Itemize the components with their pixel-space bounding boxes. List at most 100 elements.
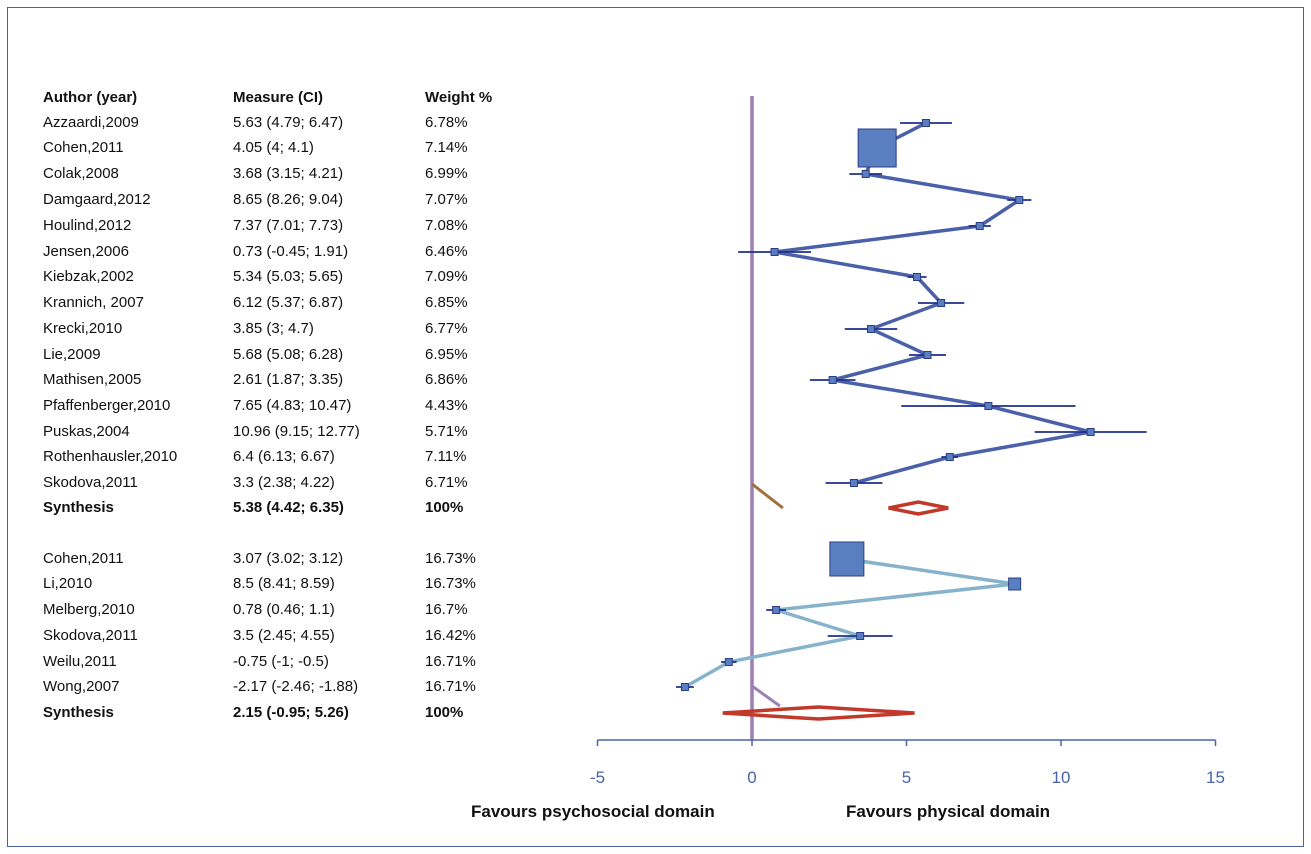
study-weight: 6.95% bbox=[425, 346, 468, 363]
synthesis-connector bbox=[751, 482, 784, 510]
x-tick-label: 5 bbox=[902, 768, 911, 787]
study-weight: 7.14% bbox=[425, 139, 468, 156]
synthesis-label: Synthesis bbox=[43, 704, 114, 721]
study-weight: 6.71% bbox=[425, 474, 468, 491]
study-author: Damgaard,2012 bbox=[43, 191, 151, 208]
study-marker bbox=[828, 376, 837, 384]
study-weight: 16.42% bbox=[425, 627, 476, 644]
study-marker bbox=[866, 325, 875, 333]
study-measure: 3.85 (3; 4.7) bbox=[233, 320, 314, 337]
synthesis-connector bbox=[751, 684, 781, 708]
study-measure: 4.05 (4; 4.1) bbox=[233, 139, 314, 156]
study-weight: 6.86% bbox=[425, 371, 468, 388]
study-marker bbox=[724, 658, 733, 666]
col-header-measure: Measure (CI) bbox=[233, 89, 324, 106]
study-measure: 8.65 (8.26; 9.04) bbox=[233, 191, 344, 208]
synthesis-weight: 100% bbox=[425, 704, 464, 721]
figure-frame bbox=[7, 7, 1304, 847]
x-tick-label: 15 bbox=[1206, 768, 1225, 787]
study-author: Lie,2009 bbox=[43, 346, 101, 363]
col-header-author: Author (year) bbox=[43, 89, 138, 106]
study-marker bbox=[921, 119, 930, 127]
study-table: Author (year) Measure (CI) Weight % Azzaard… bbox=[0, 0, 560, 854]
study-measure: 0.73 (-0.45; 1.91) bbox=[233, 243, 349, 260]
study-author: Pfaffenberger,2010 bbox=[43, 397, 171, 414]
study-author: Kiebzak,2002 bbox=[43, 268, 134, 285]
study-measure: 7.37 (7.01; 7.73) bbox=[233, 217, 344, 234]
study-measure: -2.17 (-2.46; -1.88) bbox=[233, 678, 359, 695]
study-weight: 16.73% bbox=[425, 575, 476, 592]
study-author: Skodova,2011 bbox=[43, 474, 138, 491]
synthesis-diamond bbox=[888, 500, 949, 516]
synthesis-measure: 5.38 (4.42; 6.35) bbox=[233, 499, 344, 516]
study-marker bbox=[1015, 196, 1024, 204]
x-tick-label: 0 bbox=[747, 768, 756, 787]
study-author: Krannich, 2007 bbox=[43, 294, 144, 311]
study-marker bbox=[1086, 428, 1095, 436]
study-author: Weilu,2011 bbox=[43, 653, 117, 670]
synthesis-label: Synthesis bbox=[43, 499, 114, 516]
study-measure: 8.5 (8.41; 8.59) bbox=[233, 575, 335, 592]
study-marker bbox=[945, 453, 954, 461]
series-line bbox=[684, 557, 1017, 689]
study-marker bbox=[913, 273, 922, 281]
study-marker bbox=[984, 402, 993, 410]
study-measure: 6.12 (5.37; 6.87) bbox=[233, 294, 344, 311]
study-marker bbox=[772, 606, 781, 614]
study-weight: 7.07% bbox=[425, 191, 468, 208]
synthesis-diamond bbox=[722, 705, 915, 721]
study-marker bbox=[849, 479, 858, 487]
study-marker bbox=[680, 683, 689, 691]
study-marker bbox=[937, 299, 946, 307]
study-weight: 6.78% bbox=[425, 114, 468, 131]
study-measure: 5.34 (5.03; 5.65) bbox=[233, 268, 344, 285]
study-measure: -0.75 (-1; -0.5) bbox=[233, 653, 329, 670]
study-author: Cohen,2011 bbox=[43, 139, 124, 156]
study-author: Colak,2008 bbox=[43, 165, 119, 182]
study-author: Mathisen,2005 bbox=[43, 371, 142, 388]
left-favour-label: Favours psychosocial domain bbox=[471, 802, 715, 821]
study-measure: 5.63 (4.79; 6.47) bbox=[233, 114, 344, 131]
x-tick-label: -5 bbox=[590, 768, 605, 787]
study-weight: 4.43% bbox=[425, 397, 468, 414]
study-weight: 16.7% bbox=[425, 601, 468, 618]
study-marker bbox=[856, 632, 865, 640]
study-weight: 5.71% bbox=[425, 423, 468, 440]
study-measure: 3.68 (3.15; 4.21) bbox=[233, 165, 344, 182]
study-author: Wong,2007 bbox=[43, 678, 120, 695]
study-measure: 3.3 (2.38; 4.22) bbox=[233, 474, 335, 491]
synthesis-measure: 2.15 (-0.95; 5.26) bbox=[233, 704, 349, 721]
study-marker bbox=[857, 128, 897, 168]
study-weight: 7.11% bbox=[425, 448, 467, 465]
study-author: Rothenhausler,2010 bbox=[43, 448, 178, 465]
study-author: Melberg,2010 bbox=[43, 601, 135, 618]
right-favour-label: Favours physical domain bbox=[846, 802, 1051, 821]
study-measure: 2.61 (1.87; 3.35) bbox=[233, 371, 344, 388]
study-weight: 6.85% bbox=[425, 294, 468, 311]
study-measure: 3.5 (2.45; 4.55) bbox=[233, 627, 335, 644]
study-weight: 7.08% bbox=[425, 217, 468, 234]
study-marker bbox=[975, 222, 984, 230]
study-marker bbox=[829, 541, 865, 577]
study-author: Krecki,2010 bbox=[43, 320, 123, 337]
col-header-weight: Weight % bbox=[425, 89, 493, 106]
synthesis-weight: 100% bbox=[425, 499, 464, 516]
study-marker bbox=[1008, 577, 1022, 591]
study-measure: 5.68 (5.08; 6.28) bbox=[233, 346, 344, 363]
study-weight: 6.77% bbox=[425, 320, 468, 337]
study-weight: 16.71% bbox=[425, 653, 476, 670]
study-measure: 3.07 (3.02; 3.12) bbox=[233, 550, 344, 567]
study-weight: 7.09% bbox=[425, 268, 468, 285]
study-measure: 10.96 (9.15; 12.77) bbox=[233, 423, 360, 440]
study-weight: 16.73% bbox=[425, 550, 476, 567]
study-measure: 0.78 (0.46; 1.1) bbox=[233, 601, 335, 618]
study-author: Houlind,2012 bbox=[43, 217, 132, 234]
study-author: Jensen,2006 bbox=[43, 243, 129, 260]
study-marker bbox=[861, 170, 870, 178]
study-author: Skodova,2011 bbox=[43, 627, 138, 644]
study-weight: 6.99% bbox=[425, 165, 468, 182]
study-marker bbox=[923, 351, 932, 359]
study-weight: 16.71% bbox=[425, 678, 476, 695]
study-measure: 6.4 (6.13; 6.67) bbox=[233, 448, 335, 465]
